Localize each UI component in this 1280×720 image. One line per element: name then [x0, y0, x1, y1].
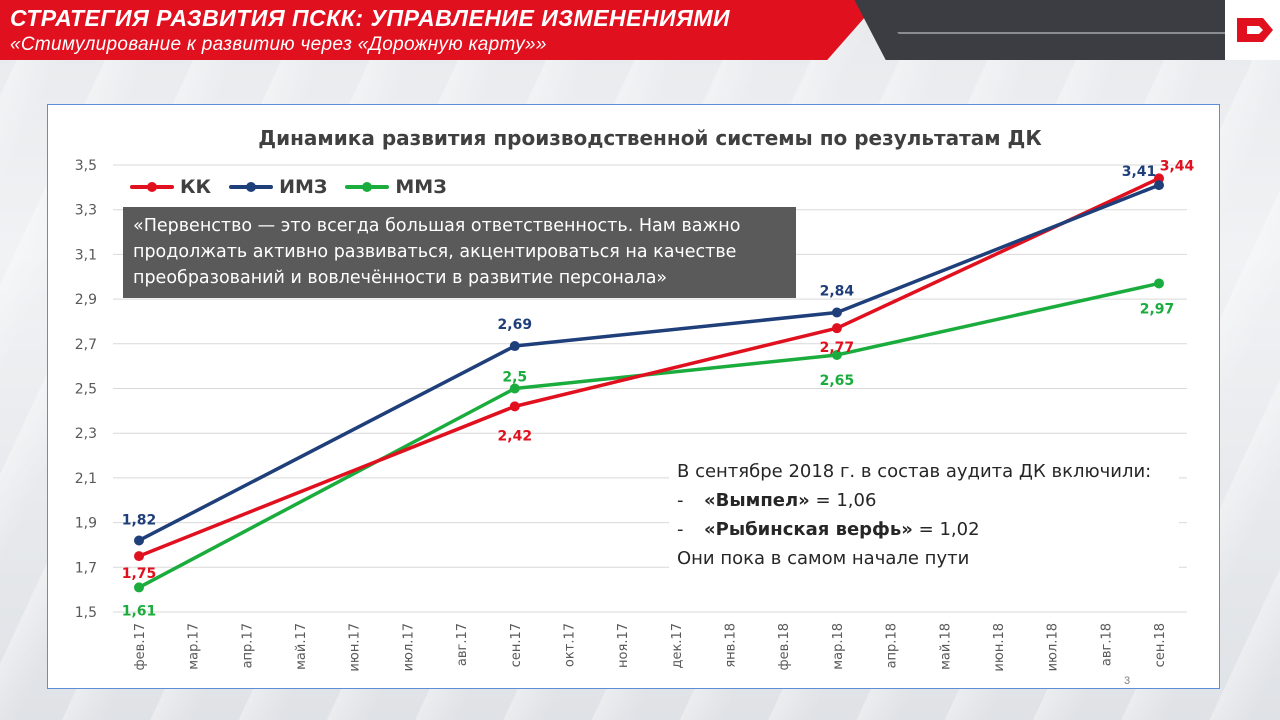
data-point — [134, 551, 144, 562]
data-label: 1,75 — [122, 566, 157, 582]
x-tick-label: мар.18 — [831, 623, 846, 670]
data-point — [134, 582, 144, 593]
note-item-1: - «Вымпел» = 1,06 — [669, 486, 1179, 515]
data-label: 1,61 — [122, 603, 157, 619]
data-label: 2,84 — [820, 284, 855, 300]
slide-header: СТРАТЕГИЯ РАЗВИТИЯ ПСКК: УПРАВЛЕНИЕ ИЗМЕ… — [0, 0, 1280, 60]
audit-note: В сентябре 2018 г. в состав аудита ДК вк… — [669, 457, 1179, 569]
series-line-1 — [137, 183, 1161, 543]
series-line-0 — [137, 176, 1161, 558]
x-tick-label: сен.18 — [1153, 623, 1168, 667]
note-dash-2: - — [677, 519, 684, 540]
note-line-4: Они пока в самом начале пути — [677, 548, 970, 569]
data-label: 2,42 — [498, 428, 533, 444]
data-point — [509, 383, 520, 394]
note-item-1-name: «Вымпел» — [704, 490, 810, 511]
legend-label-imz: ИМЗ — [279, 176, 328, 198]
y-tick-label: 1,9 — [75, 516, 97, 532]
data-label: 3,44 — [1160, 158, 1195, 174]
y-tick-label: 3,3 — [75, 203, 97, 219]
header-dark-band — [854, 0, 1225, 60]
x-tick-label: июн.17 — [348, 623, 363, 672]
y-tick-label: 3,5 — [75, 158, 97, 174]
data-label: 2,5 — [502, 370, 527, 386]
x-tick-label: июл.18 — [1046, 623, 1061, 671]
data-label: 2,97 — [1140, 301, 1175, 317]
data-label: 2,69 — [498, 317, 533, 333]
chart-title: Динамика развития производственной систе… — [258, 126, 1042, 150]
x-tick-label: авг.18 — [1099, 623, 1114, 666]
note-item-2: - «Рыбинская верфь» = 1,02 — [669, 515, 1179, 544]
data-point — [1154, 180, 1164, 191]
data-point — [831, 307, 842, 318]
legend-item-mmz: ММЗ — [345, 176, 447, 198]
chart-panel — [47, 104, 1220, 689]
x-tick-label: июл.17 — [401, 623, 416, 671]
data-point — [134, 535, 144, 546]
x-tick-label: мар.17 — [187, 623, 202, 670]
x-tick-label: янв.18 — [724, 623, 739, 668]
legend-swatch-imz — [229, 182, 274, 192]
page-number: 3 — [1124, 675, 1131, 687]
legend-label-kk: КК — [180, 176, 212, 198]
y-tick-label: 2,5 — [75, 382, 97, 398]
y-tick-label: 2,3 — [75, 426, 97, 442]
y-tick-label: 2,7 — [75, 337, 97, 353]
y-tick-label: 2,9 — [75, 292, 97, 308]
legend-label-mmz: ММЗ — [395, 176, 447, 198]
legend-item-kk: КК — [130, 176, 211, 198]
x-tick-label: фев.18 — [777, 623, 792, 670]
header-accent-line — [870, 0, 1230, 34]
y-tick-label: 3,1 — [75, 247, 97, 263]
note-item-1-value: = 1,06 — [809, 490, 877, 511]
x-tick-label: дек.17 — [670, 623, 685, 669]
x-tick-label: май.17 — [294, 623, 309, 670]
note-dash-1: - — [677, 490, 684, 511]
legend-swatch-kk — [130, 182, 174, 192]
x-tick-label: сен.17 — [509, 623, 524, 667]
data-point — [509, 401, 520, 412]
legend-item-imz: ИМЗ — [229, 176, 327, 198]
note-item-2-name: «Рыбинская верфь» — [704, 519, 913, 540]
data-label: 3,41 — [1122, 164, 1157, 180]
header-red-band — [0, 0, 880, 60]
slide-title: СТРАТЕГИЯ РАЗВИТИЯ ПСКК: УПРАВЛЕНИЕ ИЗМЕ… — [10, 5, 731, 31]
x-tick-label: авг.17 — [455, 623, 470, 666]
data-point — [1154, 278, 1164, 289]
x-tick-label: ноя.17 — [616, 623, 631, 668]
y-tick-label: 1,5 — [75, 605, 97, 621]
x-tick-label: апр.17 — [240, 623, 255, 668]
x-tick-label: фев.17 — [133, 623, 148, 670]
data-point — [509, 341, 520, 352]
legend-swatch-mmz — [345, 182, 390, 192]
data-point — [831, 349, 842, 360]
x-tick-label: июн.18 — [992, 623, 1007, 672]
data-point — [831, 323, 842, 334]
y-tick-label: 2,1 — [75, 471, 97, 487]
x-tick-label: окт.17 — [562, 623, 577, 667]
slide-subtitle: «Стимулирование к развитию через «Дорожн… — [10, 34, 547, 55]
data-label: 2,65 — [820, 373, 855, 389]
y-tick-label: 1,7 — [75, 560, 97, 576]
data-label: 2,77 — [820, 340, 855, 356]
chart-legend: КК ИМЗ ММЗ — [130, 176, 447, 198]
company-logo — [1225, 0, 1280, 60]
note-item-2-value: = 1,02 — [912, 519, 980, 540]
quote-box: «Первенство — это всегда большая ответст… — [123, 207, 796, 298]
data-label: 1,82 — [122, 512, 157, 528]
x-tick-label: апр.18 — [885, 623, 900, 668]
series-line-2 — [137, 281, 1161, 590]
note-line-1: В сентябре 2018 г. в состав аудита ДК вк… — [677, 461, 1152, 482]
x-tick-label: май.18 — [938, 623, 953, 670]
